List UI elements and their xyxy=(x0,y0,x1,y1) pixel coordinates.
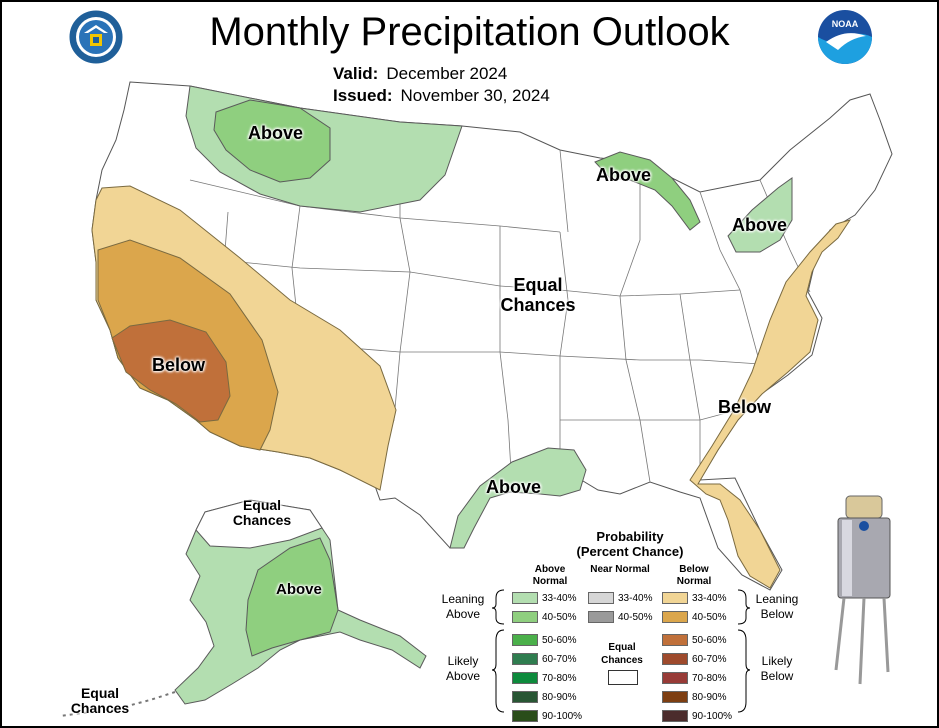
west-below-50-60 xyxy=(111,319,231,423)
issued-label: Issued: xyxy=(333,86,393,105)
alaska-white-north xyxy=(195,499,323,549)
legend-above-swatch xyxy=(512,653,538,665)
legend-above-swatch xyxy=(512,691,538,703)
label-north-above: Above xyxy=(248,123,304,143)
legend-above-range: 40-50% xyxy=(542,611,577,623)
legend-above-range: 60-70% xyxy=(542,653,577,665)
northeast-above xyxy=(727,177,793,253)
svg-text:NOAA: NOAA xyxy=(832,19,859,29)
valid-label: Valid: xyxy=(333,64,379,83)
legend-above-row: 90-100% xyxy=(512,709,582,723)
legend-below-range: 33-40% xyxy=(692,592,727,604)
legend-above-range: 90-100% xyxy=(542,710,583,722)
legend-likely-below: Likely Below xyxy=(760,654,794,683)
legend-below-row: 33-40% xyxy=(662,591,726,605)
legend-below-swatch xyxy=(662,634,688,646)
legend-above-row: 50-60% xyxy=(512,633,576,647)
legend-above-range: 33-40% xyxy=(542,592,577,604)
legend-equal-chances-swatch xyxy=(608,670,638,685)
label-equal-chances-center: Equal Chances xyxy=(500,275,576,315)
rain-gauge-icon xyxy=(834,495,891,685)
valid-line: Valid: December 2024 xyxy=(333,64,507,84)
legend-above-swatch xyxy=(512,672,538,684)
legend-below-swatch xyxy=(662,672,688,684)
legend-above-swatch xyxy=(512,634,538,646)
legend-below-swatch xyxy=(662,611,688,623)
legend-near-swatch xyxy=(588,611,614,623)
issued-value: November 30, 2024 xyxy=(400,86,550,105)
alaska-above-40-50 xyxy=(245,537,339,657)
label-southeast-below: Below xyxy=(718,397,772,417)
label-gulf-above: Above xyxy=(486,477,542,497)
great-lakes-above xyxy=(594,151,701,231)
east-coast-below xyxy=(689,219,852,589)
issued-line: Issued: November 30, 2024 xyxy=(333,86,550,106)
legend-above-range: 80-90% xyxy=(542,691,577,703)
legend-leaning-below: Leaning Below xyxy=(755,592,799,621)
legend-below-swatch xyxy=(662,653,688,665)
legend-below-row: 40-50% xyxy=(662,610,726,624)
aleutian-chain xyxy=(59,691,176,717)
label-northeast-above: Above xyxy=(732,215,788,235)
legend-below-range: 60-70% xyxy=(692,653,727,665)
legend-col-above: Above Normal xyxy=(532,564,568,587)
legend-title-line2: (Percent Chance) xyxy=(576,543,684,559)
legend-above-range: 50-60% xyxy=(542,634,577,646)
legend-equal-chances: Equal Chances xyxy=(601,642,643,666)
legend-above-row: 60-70% xyxy=(512,652,576,666)
legend-near-range: 40-50% xyxy=(618,611,653,623)
label-great-lakes-above: Above xyxy=(596,165,652,185)
north-above-40-50 xyxy=(213,99,331,183)
gulf-above xyxy=(449,447,587,549)
legend-title-line1: Probability xyxy=(596,529,664,544)
legend-below-row: 60-70% xyxy=(662,652,726,666)
legend-above-range: 70-80% xyxy=(542,672,577,684)
legend-above-swatch xyxy=(512,611,538,623)
legend-above-row: 70-80% xyxy=(512,671,576,685)
legend-below-range: 40-50% xyxy=(692,611,727,623)
legend-below-row: 70-80% xyxy=(662,671,726,685)
page-title: Monthly Precipitation Outlook xyxy=(209,10,730,54)
legend-col-below: Below Normal xyxy=(676,564,712,587)
label-alaska-equal: Equal Chances xyxy=(232,497,292,529)
legend-below-swatch xyxy=(662,710,688,722)
legend-below-range: 80-90% xyxy=(692,691,727,703)
commerce-seal-icon xyxy=(68,9,124,65)
legend-above-swatch xyxy=(512,710,538,722)
legend-above-row: 80-90% xyxy=(512,690,576,704)
legend-below-swatch xyxy=(662,691,688,703)
label-alaska-above: Above xyxy=(276,581,322,598)
legend-below-row: 90-100% xyxy=(662,709,732,723)
legend-below-range: 50-60% xyxy=(692,634,727,646)
noaa-logo-icon: NOAA xyxy=(818,10,872,64)
legend-near-swatch xyxy=(588,592,614,604)
legend-below-row: 50-60% xyxy=(662,633,726,647)
legend-below-swatch xyxy=(662,592,688,604)
legend-likely-above: Likely Above xyxy=(445,654,481,683)
legend-title: Probability (Percent Chance) xyxy=(540,529,720,560)
legend-col-near: Near Normal xyxy=(590,564,650,575)
legend-near-row: 33-40% xyxy=(588,591,652,605)
legend-below-range: 90-100% xyxy=(692,710,733,722)
legend-leaning-above: Leaning Above xyxy=(441,592,485,621)
legend-above-row: 33-40% xyxy=(512,591,576,605)
legend-below-range: 70-80% xyxy=(692,672,727,684)
label-west-below: Below xyxy=(152,355,206,375)
legend-above-swatch xyxy=(512,592,538,604)
legend-near-range: 33-40% xyxy=(618,592,653,604)
legend-above-row: 40-50% xyxy=(512,610,576,624)
legend-below-row: 80-90% xyxy=(662,690,726,704)
valid-value: December 2024 xyxy=(386,64,508,83)
legend-near-row: 40-50% xyxy=(588,610,652,624)
label-aleutian-equal: Equal Chances xyxy=(70,685,130,717)
